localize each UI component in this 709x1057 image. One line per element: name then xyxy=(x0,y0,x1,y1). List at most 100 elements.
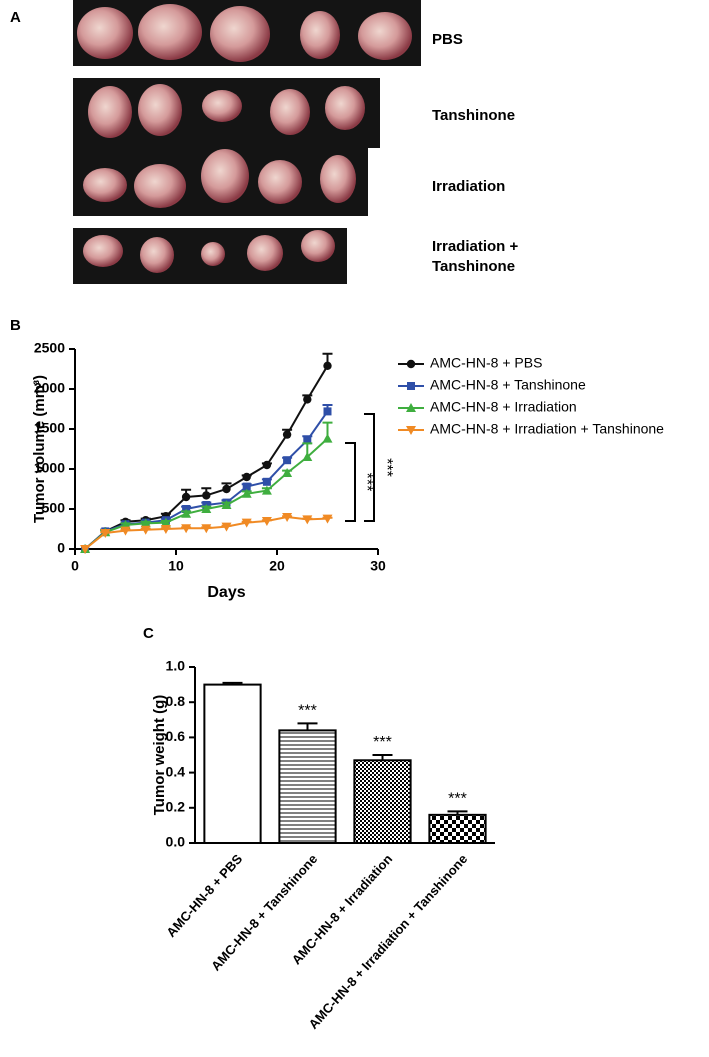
significance: *** xyxy=(373,734,392,751)
group-label: Tanshinone xyxy=(432,258,515,275)
tumor xyxy=(247,235,283,271)
marker xyxy=(140,525,151,535)
x-tick-label: AMC-HN-8 + Irradiation + Tanshinone xyxy=(306,851,471,1032)
marker xyxy=(261,517,272,526)
x-tick-label: 20 xyxy=(269,558,285,574)
marker xyxy=(242,472,251,482)
marker xyxy=(181,508,192,518)
tumor xyxy=(201,242,225,266)
tumor xyxy=(300,11,340,59)
y-tick-label: 2500 xyxy=(34,340,65,356)
bar xyxy=(278,729,337,844)
bar xyxy=(203,683,262,844)
tumor xyxy=(358,12,412,60)
marker xyxy=(201,524,212,534)
tumor xyxy=(83,235,123,267)
marker xyxy=(160,517,171,527)
tumor xyxy=(258,160,302,204)
marker xyxy=(303,436,312,445)
y-axis-label: Tumor weight (g) xyxy=(151,695,168,816)
significance: *** xyxy=(448,791,467,808)
legend-label: AMC-HN-8 + Tanshinone xyxy=(430,377,586,393)
marker xyxy=(201,504,212,513)
error-bar xyxy=(297,722,318,731)
marker xyxy=(222,484,231,494)
tumor xyxy=(134,164,186,208)
y-tick-label: 0.0 xyxy=(166,834,186,850)
marker xyxy=(282,513,293,522)
tumor xyxy=(325,86,365,130)
group-label: Tanshinone xyxy=(432,107,515,124)
y-tick-label: 1500 xyxy=(34,420,65,436)
y-tick-label: 0.4 xyxy=(166,763,186,779)
marker xyxy=(323,361,332,370)
y-tick-label: 1000 xyxy=(34,460,65,476)
marker xyxy=(100,529,111,538)
group-label: Irradiation + xyxy=(432,238,519,255)
error-bar xyxy=(372,754,393,761)
marker xyxy=(302,515,313,525)
legend-marker xyxy=(406,403,416,412)
x-tick-label: 30 xyxy=(370,558,386,574)
legend-marker xyxy=(406,359,416,369)
panel-label: C xyxy=(143,625,154,642)
error-bar xyxy=(222,681,243,685)
legend-marker xyxy=(407,382,415,390)
x-tick-label: 0 xyxy=(71,558,79,574)
tumor xyxy=(88,86,132,138)
marker xyxy=(322,433,333,443)
marker xyxy=(283,456,292,465)
y-tick-label: 0.6 xyxy=(166,728,186,744)
legend-marker xyxy=(406,426,416,435)
tumor xyxy=(320,155,356,203)
marker xyxy=(181,492,191,502)
tumor xyxy=(202,90,242,122)
marker xyxy=(242,482,251,491)
marker xyxy=(241,488,252,498)
y-tick-label: 1.0 xyxy=(166,658,186,674)
marker xyxy=(80,545,91,554)
y-tick-label: 2000 xyxy=(34,380,65,396)
marker xyxy=(241,518,252,528)
bar xyxy=(428,813,487,845)
marker xyxy=(221,500,232,509)
y-tick-label: 0.8 xyxy=(166,693,186,709)
significance: *** xyxy=(358,473,375,492)
tumor xyxy=(83,168,127,202)
tumor xyxy=(201,149,249,203)
marker xyxy=(302,452,313,461)
x-tick-label: AMC-HN-8 + PBS xyxy=(163,851,245,940)
y-tick-label: 0 xyxy=(57,540,65,556)
y-axis-label: Tumor volume (mm³) xyxy=(31,375,48,523)
panel-label: B xyxy=(10,317,21,334)
y-tick-label: 500 xyxy=(42,500,66,516)
marker xyxy=(181,524,192,534)
tumor xyxy=(138,84,182,136)
x-axis-label: Days xyxy=(207,584,245,601)
marker xyxy=(262,477,271,486)
marker xyxy=(282,430,292,439)
significance: *** xyxy=(378,458,395,477)
marker xyxy=(282,468,293,477)
marker xyxy=(202,491,211,500)
bar xyxy=(353,759,412,845)
y-tick-label: 0.2 xyxy=(166,799,186,815)
marker xyxy=(160,525,171,534)
marker xyxy=(262,460,272,470)
group-label: Irradiation xyxy=(432,178,505,195)
group-label: PBS xyxy=(432,31,463,48)
marker xyxy=(120,526,131,536)
tumor xyxy=(140,237,174,273)
tumor xyxy=(210,6,270,62)
tumor xyxy=(301,230,335,262)
tumor-photos xyxy=(73,0,421,284)
marker xyxy=(322,514,333,524)
tumor xyxy=(270,89,310,135)
legend-label: AMC-HN-8 + PBS xyxy=(430,355,542,371)
x-tick-label: 10 xyxy=(168,558,184,574)
marker xyxy=(303,395,312,404)
marker xyxy=(261,485,272,495)
error-bar xyxy=(447,810,468,815)
